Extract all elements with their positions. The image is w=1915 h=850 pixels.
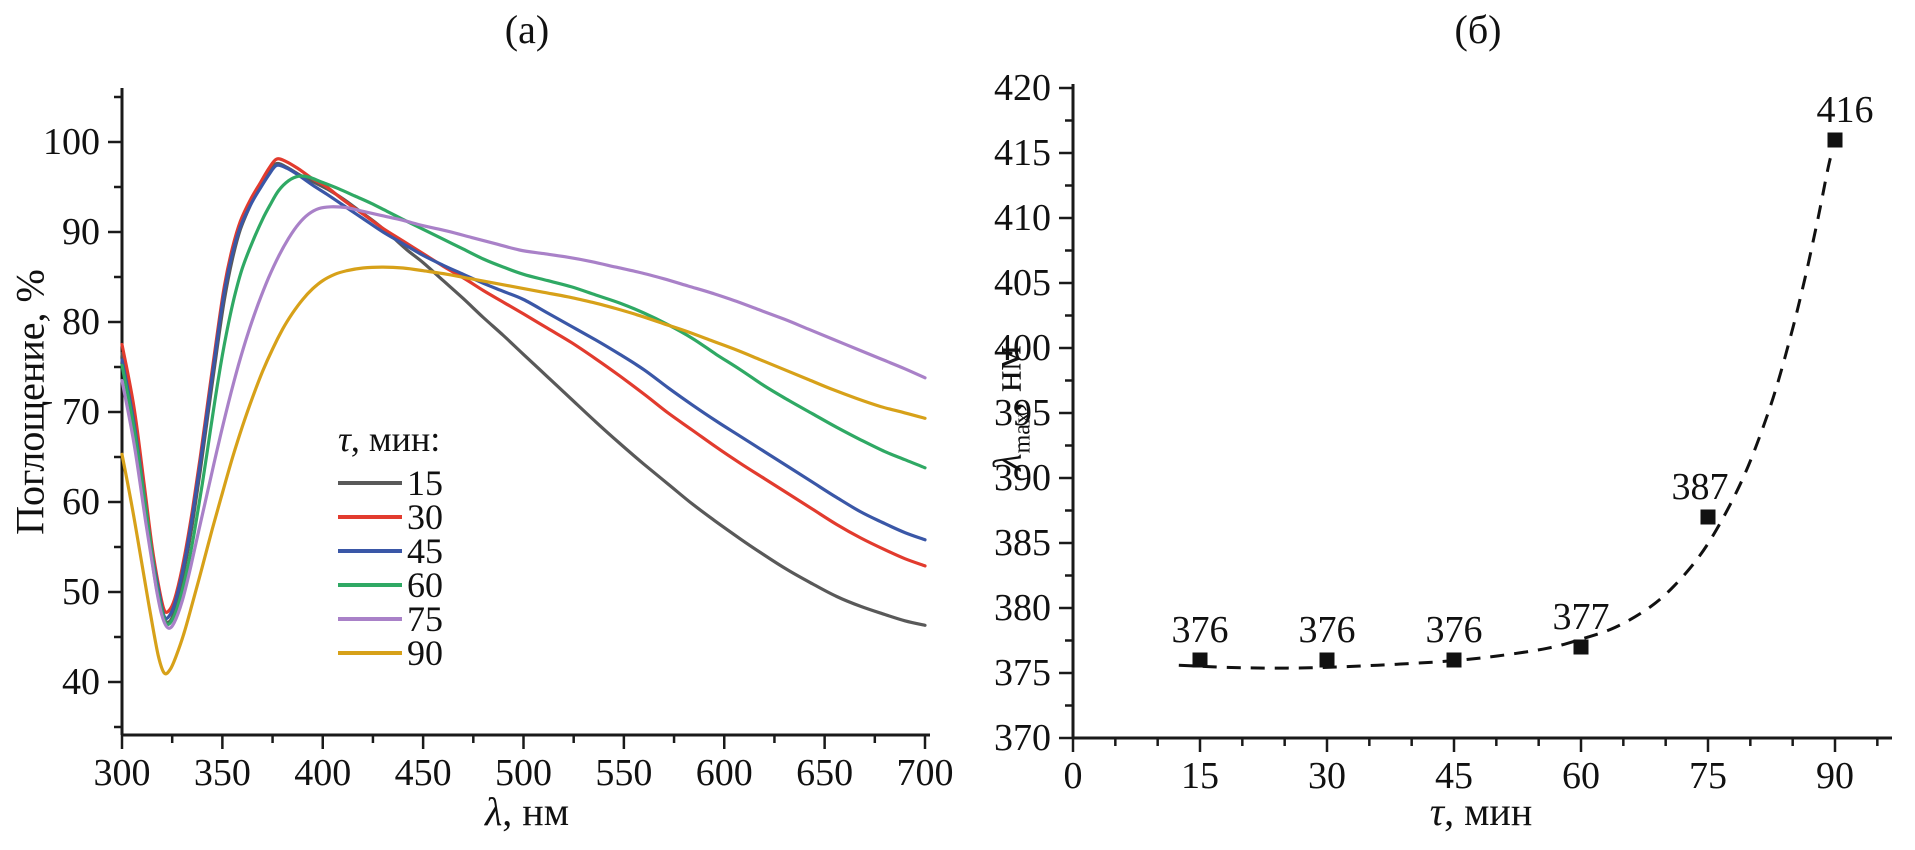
data-point-label: 376	[1299, 609, 1356, 651]
series-line-15	[120, 161, 927, 627]
chart-b: 0 15 30 45 60 75 90 370 375 380 385 390 395 400 405 410…	[994, 67, 1892, 797]
y-tick-label: 380	[994, 587, 1051, 629]
y-tick-label: 415	[994, 132, 1051, 174]
x-tick-label: 0	[1064, 755, 1083, 797]
x-tick-label: 450	[395, 752, 452, 794]
x-tick-label: 700	[897, 752, 954, 794]
legend-color-line	[338, 583, 402, 587]
legend-entry-90: 90	[338, 633, 443, 673]
x-tick-label: 500	[495, 752, 552, 794]
y-tick-label: 385	[994, 522, 1051, 564]
legend-entry-15: 15	[338, 463, 443, 503]
x-tick-label: 550	[595, 752, 652, 794]
legend-title: τ, мин:	[338, 419, 441, 459]
legend-entry-label: 90	[407, 633, 443, 673]
panel-b-title: (б)	[1454, 7, 1502, 52]
data-point-marker	[1700, 509, 1716, 525]
series-line-75	[120, 205, 927, 630]
x-tick-label: 90	[1816, 755, 1854, 797]
legend-entry-label: 75	[407, 599, 443, 639]
legend-entry-60: 60	[338, 565, 443, 605]
data-point-label: 376	[1426, 609, 1483, 651]
x-tick-label: 30	[1308, 755, 1346, 797]
chart-b-x-axis-label: τ, мин	[1429, 789, 1533, 834]
legend-color-line	[338, 617, 402, 621]
y-tick-label: 400	[994, 327, 1051, 369]
y-tick-label: 60	[62, 481, 100, 523]
panel-a-title: (а)	[504, 7, 550, 52]
x-tick-label: 350	[194, 752, 251, 794]
fit-curve	[1178, 149, 1835, 670]
y-tick-label: 100	[43, 121, 100, 163]
legend-entry-75: 75	[338, 599, 443, 639]
data-point-marker	[1446, 652, 1462, 668]
legend-entry-label: 30	[407, 497, 443, 537]
y-tick-label: 90	[62, 211, 100, 253]
x-tick-label: 45	[1435, 755, 1473, 797]
legend-color-line	[338, 515, 402, 519]
data-point-marker	[1192, 652, 1208, 668]
y-tick-label: 420	[994, 67, 1051, 109]
data-point-label: 376	[1172, 609, 1229, 651]
legend-entry-45: 45	[338, 531, 443, 571]
data-point-marker	[1319, 652, 1335, 668]
series-line-45	[120, 163, 927, 621]
x-tick-label: 600	[696, 752, 753, 794]
x-tick-label: 650	[796, 752, 853, 794]
chart-b-y-axis-label: λmax, нм	[984, 345, 1036, 471]
legend-entry-label: 60	[407, 565, 443, 605]
y-tick-label: 395	[994, 392, 1051, 434]
data-point-label: 416	[1817, 89, 1874, 131]
x-tick-label: 75	[1689, 755, 1727, 797]
y-tick-label: 370	[994, 717, 1051, 759]
x-tick-label: 15	[1181, 755, 1219, 797]
legend-color-line	[338, 651, 402, 655]
y-tick-label: 405	[994, 262, 1051, 304]
x-tick-label: 300	[94, 752, 151, 794]
y-tick-label: 40	[62, 661, 100, 703]
data-point-marker	[1827, 132, 1843, 148]
legend-color-line	[338, 549, 402, 553]
x-tick-label: 60	[1562, 755, 1600, 797]
legend-color-line	[338, 481, 402, 485]
chart-a-x-axis-label: λ, нм	[484, 789, 570, 834]
y-tick-label: 70	[62, 391, 100, 433]
data-point-label: 387	[1672, 466, 1729, 508]
data-point-marker	[1573, 639, 1589, 655]
series-line-60	[120, 174, 927, 627]
x-tick-label: 400	[294, 752, 351, 794]
series-line-90	[120, 265, 927, 676]
data-point-label: 377	[1553, 596, 1610, 638]
chart-a-y-axis-label: Поглощение, %	[7, 269, 53, 535]
y-tick-label: 390	[994, 457, 1051, 499]
y-tick-label: 375	[994, 652, 1051, 694]
legend-entry-30: 30	[338, 497, 443, 537]
legend-entry-label: 45	[407, 531, 443, 571]
legend-entry-label: 15	[407, 463, 443, 503]
y-tick-label: 50	[62, 571, 100, 613]
legend: τ, мин: 15 30 45 60 75 90	[338, 418, 443, 673]
y-tick-label: 410	[994, 197, 1051, 239]
y-tick-label: 80	[62, 301, 100, 343]
chart-a: 300 350 400 450 500 550 600 650 700 40 50 60 70 80 90 1…	[43, 88, 954, 794]
